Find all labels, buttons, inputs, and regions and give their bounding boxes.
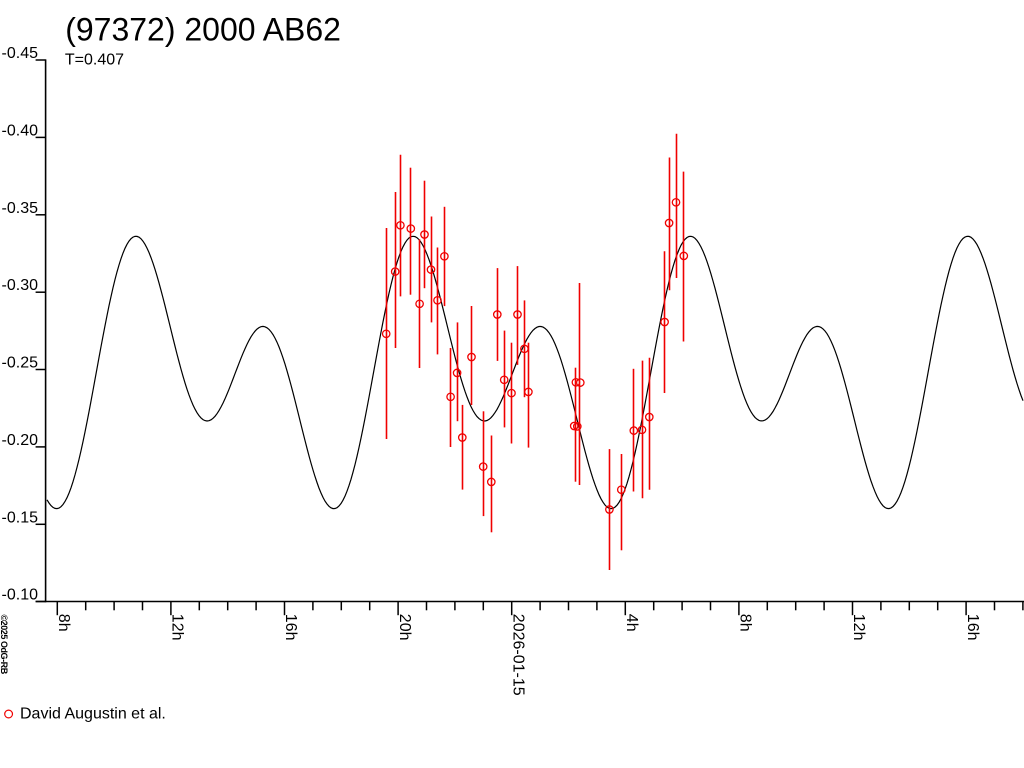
- svg-text:-0.35: -0.35: [2, 200, 39, 217]
- svg-text:16h: 16h: [964, 614, 981, 641]
- svg-text:16h: 16h: [282, 614, 299, 641]
- svg-text:8h: 8h: [737, 614, 754, 632]
- svg-text:David Augustin et al.: David Augustin et al.: [20, 705, 166, 722]
- svg-text:©2025 OdG-RB: ©2025 OdG-RB: [0, 615, 9, 675]
- svg-text:-0.40: -0.40: [2, 122, 39, 139]
- svg-text:12h: 12h: [169, 614, 186, 641]
- svg-text:(97372) 2000 AB62: (97372) 2000 AB62: [65, 11, 341, 47]
- svg-text:4h: 4h: [623, 614, 640, 632]
- svg-text:-0.25: -0.25: [2, 355, 39, 372]
- svg-text:-0.10: -0.10: [2, 587, 39, 604]
- svg-text:-0.30: -0.30: [2, 277, 39, 294]
- svg-text:T=0.407: T=0.407: [65, 51, 124, 68]
- svg-text:12h: 12h: [850, 614, 867, 641]
- svg-text:20h: 20h: [396, 614, 413, 641]
- svg-text:-0.20: -0.20: [2, 432, 39, 449]
- svg-text:8h: 8h: [55, 614, 72, 632]
- svg-text:-0.15: -0.15: [2, 509, 39, 526]
- svg-text:-0.45: -0.45: [2, 45, 39, 62]
- svg-text:2026-01-15: 2026-01-15: [509, 614, 526, 696]
